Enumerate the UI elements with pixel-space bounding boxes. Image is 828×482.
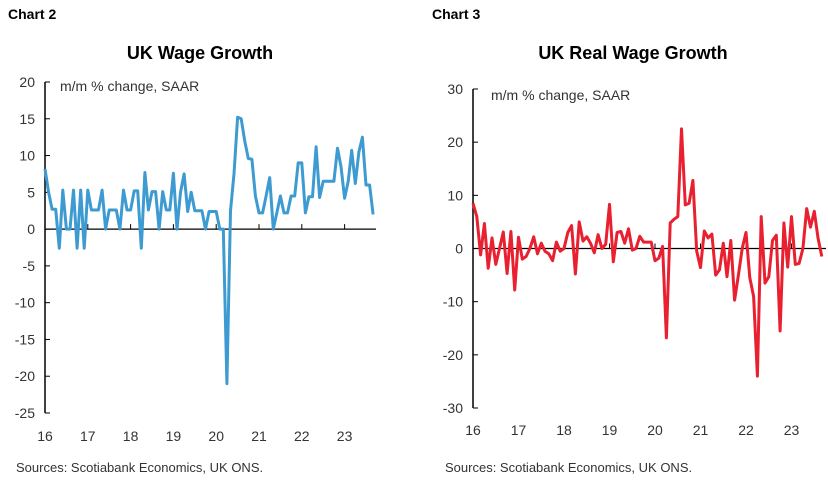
x-tick-label: 21 xyxy=(251,428,267,444)
chart-2-label: Chart 2 xyxy=(8,6,57,22)
x-tick-label: 23 xyxy=(784,422,800,438)
chart-2-source: Sources: Scotiabank Economics, UK ONS. xyxy=(16,460,264,475)
x-tick-label: 22 xyxy=(738,422,754,438)
x-tick-label: 22 xyxy=(294,428,310,444)
y-tick-label: -30 xyxy=(443,400,463,416)
y-tick-label: -10 xyxy=(15,295,35,311)
x-tick-label: 18 xyxy=(123,428,139,444)
x-tick-label: 23 xyxy=(337,428,353,444)
y-tick-label: -25 xyxy=(15,405,35,421)
x-tick-label: 16 xyxy=(465,422,481,438)
y-tick-label: -15 xyxy=(15,331,35,347)
y-axis-label: m/m % change, SAAR xyxy=(491,87,630,103)
x-tick-label: 17 xyxy=(80,428,96,444)
x-tick-label: 18 xyxy=(556,422,572,438)
y-tick-label: -10 xyxy=(443,294,463,310)
chart-3-title: UK Real Wage Growth xyxy=(538,43,728,63)
x-tick-label: 16 xyxy=(37,428,53,444)
y-tick-label: -20 xyxy=(443,347,463,363)
x-tick-label: 20 xyxy=(208,428,224,444)
x-tick-label: 20 xyxy=(647,422,663,438)
y-tick-label: 20 xyxy=(19,74,35,90)
y-tick-label: 0 xyxy=(27,221,35,237)
y-tick-label: -5 xyxy=(23,258,36,274)
y-tick-label: 15 xyxy=(19,111,35,127)
y-tick-label: 5 xyxy=(27,184,35,200)
x-tick-label: 21 xyxy=(693,422,709,438)
y-tick-label: 20 xyxy=(447,134,463,150)
chart-3-source: Sources: Scotiabank Economics, UK ONS. xyxy=(445,460,693,475)
x-tick-label: 17 xyxy=(511,422,527,438)
x-tick-label: 19 xyxy=(602,422,618,438)
y-axis-label: m/m % change, SAAR xyxy=(60,78,199,94)
chart-2-title: UK Wage Growth xyxy=(126,43,274,63)
y-tick-label: -20 xyxy=(15,368,35,384)
series-line xyxy=(471,127,824,378)
y-tick-label: 30 xyxy=(447,81,463,97)
chart-3-label: Chart 3 xyxy=(432,6,481,22)
y-tick-label: 0 xyxy=(455,241,463,257)
y-tick-label: 10 xyxy=(19,148,35,164)
x-tick-label: 19 xyxy=(166,428,182,444)
series-line xyxy=(43,115,375,386)
y-tick-label: 10 xyxy=(447,187,463,203)
